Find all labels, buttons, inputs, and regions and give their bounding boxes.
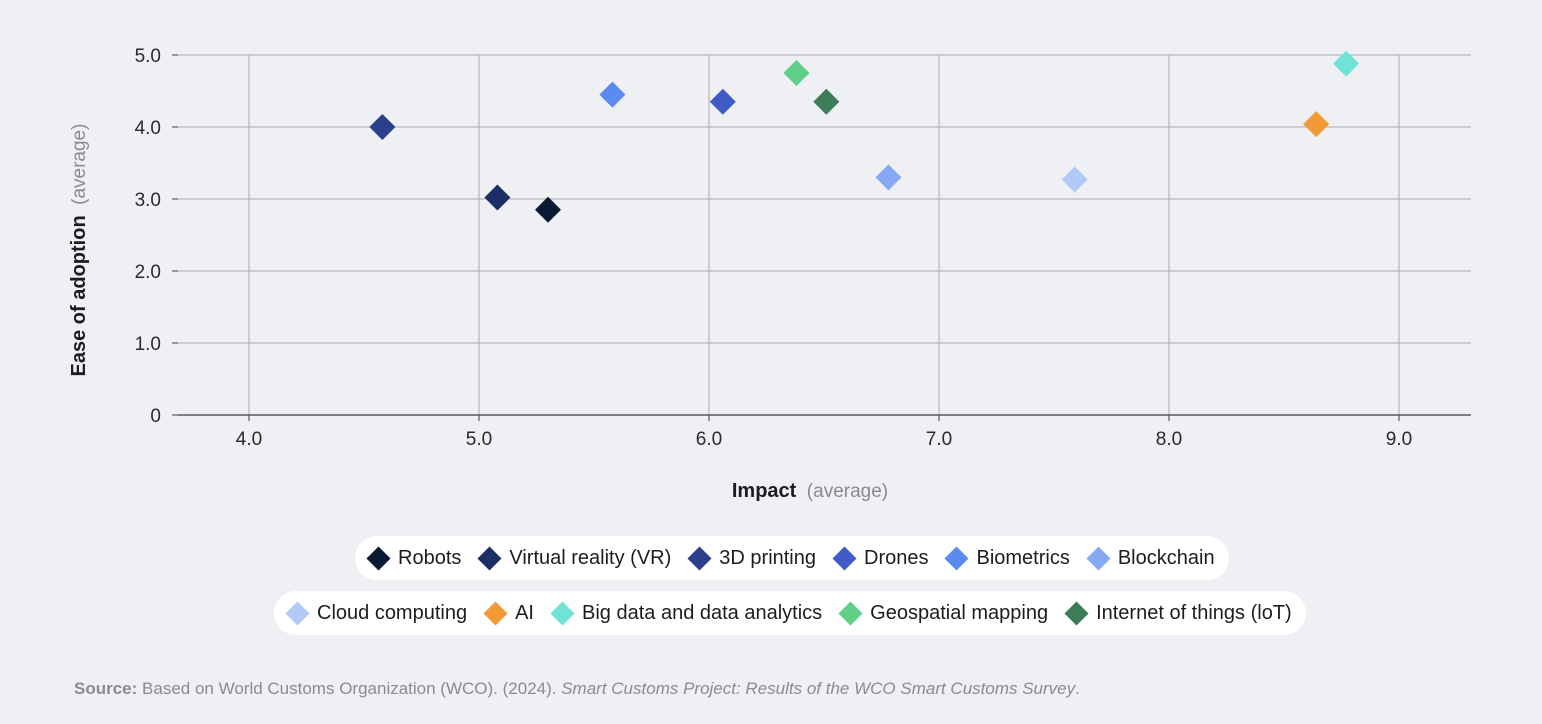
y-tick-label: 2.0	[135, 262, 161, 283]
x-tick-label: 9.0	[1386, 429, 1412, 450]
x-axis-title: Impact (average)	[732, 480, 888, 502]
diamond-icon	[687, 545, 712, 571]
x-tick-label: 8.0	[1156, 429, 1182, 450]
legend-row-1: Robots Virtual reality (VR) 3D printing Dro…	[355, 536, 1229, 580]
diamond-icon	[366, 545, 391, 571]
data-point-big-data-and-data-analytics	[1333, 50, 1360, 77]
data-point-robots	[535, 196, 561, 223]
x-tick-label: 7.0	[926, 429, 952, 450]
diamond-icon	[1064, 600, 1089, 626]
x-tick-label: 6.0	[696, 429, 722, 450]
legend-item: Cloud computing	[284, 600, 468, 626]
legend-item: Blockchain	[1085, 545, 1215, 571]
legend-item: Internet of things (loT)	[1063, 600, 1292, 626]
source-end: .	[1075, 679, 1080, 698]
scatter-chart: 0 1.0 2.0 3.0 4.0 5.0 4.0 5.0 6.0 7.0 8.0 9.0 Impac…	[68, 46, 1471, 502]
data-point-internet-of-things-iot	[813, 88, 840, 115]
data-point-geospatial-mapping	[783, 60, 810, 86]
data-point-biometrics	[599, 81, 626, 108]
y-axis-title-main: Ease of adoption	[68, 215, 90, 376]
source-title: Smart Customs Project: Results of the WC…	[561, 679, 1076, 698]
legend-label: Biometrics	[976, 546, 1070, 569]
axis-layer	[172, 54, 1471, 421]
diamond-icon	[832, 545, 857, 571]
diamond-icon	[1086, 545, 1111, 571]
data-point-3d-printing	[369, 114, 396, 140]
x-tick-label: 4.0	[236, 429, 262, 450]
legend-label: Virtual reality (VR)	[509, 546, 672, 569]
diamond-icon	[838, 600, 863, 626]
y-tick-label: 0	[150, 406, 161, 427]
data-point-cloud-computing	[1061, 166, 1088, 193]
legend-label: AI	[515, 601, 534, 624]
y-tick-label: 4.0	[135, 118, 161, 139]
tick-labels: 0 1.0 2.0 3.0 4.0 5.0 4.0 5.0 6.0 7.0 8.0 9.0	[135, 46, 1413, 450]
legend-item: Geospatial mapping	[837, 600, 1049, 626]
source-label: Source:	[74, 679, 138, 698]
legend-label: Geospatial mapping	[870, 601, 1049, 624]
x-tick-label: 5.0	[466, 429, 492, 450]
legend-row-2: Cloud computing AI Big data and data analy…	[274, 591, 1306, 635]
data-point-drones	[709, 88, 736, 115]
legend-label: Cloud computing	[317, 601, 468, 624]
source-note: Source: Based on World Customs Organizat…	[74, 679, 1080, 699]
diamond-icon	[483, 600, 508, 626]
y-tick-label: 5.0	[135, 46, 161, 67]
legend-label: Robots	[398, 546, 462, 569]
legend-label: 3D printing	[719, 546, 816, 569]
legend-label: Blockchain	[1117, 546, 1215, 569]
x-axis-title-main: Impact	[732, 480, 797, 502]
diamond-icon	[477, 545, 502, 571]
legend-item: Drones	[831, 545, 929, 571]
legend-label: Drones	[864, 546, 929, 569]
data-point-virtual-reality-vr	[484, 184, 511, 211]
legend-item: Robots	[365, 545, 462, 571]
data-point-ai	[1303, 111, 1330, 138]
y-tick-label: 3.0	[135, 190, 161, 211]
data-points	[369, 50, 1360, 223]
x-axis-title-suffix: (average)	[807, 481, 888, 502]
diamond-icon	[550, 600, 575, 626]
legend-item: Virtual reality (VR)	[476, 545, 672, 571]
source-text: Based on World Customs Organization (WCO…	[142, 679, 562, 698]
legend-label: Big data and data analytics	[582, 601, 823, 624]
legend-item: 3D printing	[686, 545, 816, 571]
y-tick-label: 1.0	[135, 334, 161, 355]
diamond-icon	[285, 600, 310, 626]
legend-item: Big data and data analytics	[549, 600, 823, 626]
y-axis-title-suffix: (average)	[69, 124, 90, 205]
y-axis-title: Ease of adoption (average)	[68, 124, 90, 377]
legend-item: AI	[482, 600, 534, 626]
diamond-icon	[944, 545, 970, 571]
legend-label: Internet of things (loT)	[1096, 601, 1292, 624]
legend-item: Biometrics	[943, 545, 1070, 571]
data-point-blockchain	[875, 164, 902, 191]
